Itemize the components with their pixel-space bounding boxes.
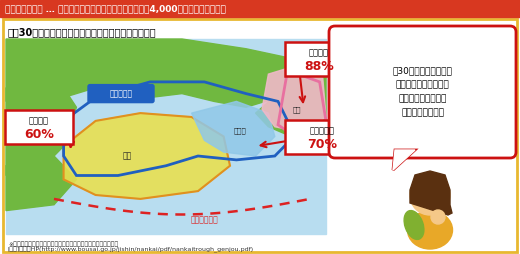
Text: 「30年以内に発生する
確率」と言われると、
随分先の話のような
気がするわ・・・: 「30年以内に発生する 確率」と言われると、 随分先の話のような 気がするわ・・… [393, 67, 452, 117]
Text: 今後30年以内に南海トラフで巨大地震が発生する確率: 今後30年以内に南海トラフで巨大地震が発生する確率 [8, 27, 157, 37]
Bar [0, 0, 520, 17]
Text: 60%: 60% [24, 128, 54, 141]
Bar [5, 110, 73, 144]
FancyBboxPatch shape [329, 26, 516, 158]
Polygon shape [256, 62, 326, 140]
Ellipse shape [408, 211, 452, 249]
Circle shape [410, 175, 450, 215]
Text: 南海トラフとは … 駿河湾から九州東方沖まで続く深さ約4,000メートル級の深い溝: 南海トラフとは … 駿河湾から九州東方沖まで続く深さ約4,000メートル級の深い… [5, 4, 226, 13]
Text: 70%: 70% [307, 138, 337, 151]
Polygon shape [63, 113, 230, 199]
Text: 東海地震: 東海地震 [309, 48, 329, 57]
Text: ※「発生する確率」であり、「被災する確率」ではありません。: ※「発生する確率」であり、「被災する確率」ではありません。 [8, 241, 118, 247]
Polygon shape [410, 171, 452, 215]
Bar [285, 42, 353, 76]
Text: 想定震源域: 想定震源域 [109, 89, 133, 98]
Text: 南海地震: 南海地震 [29, 116, 49, 125]
Polygon shape [6, 156, 76, 211]
Polygon shape [6, 88, 76, 176]
FancyBboxPatch shape [88, 85, 154, 103]
Text: 南海トラフ軸: 南海トラフ軸 [190, 216, 218, 225]
Polygon shape [262, 66, 326, 133]
Bar [6, 39, 326, 234]
Text: 東南海地震: 東南海地震 [310, 126, 335, 135]
Circle shape [431, 210, 445, 224]
Polygon shape [393, 150, 415, 170]
Text: 東海: 東海 [293, 106, 302, 113]
Bar [285, 120, 360, 154]
Text: 東南海: 東南海 [233, 127, 246, 134]
Polygon shape [191, 101, 275, 156]
Polygon shape [6, 39, 326, 107]
Text: 88%: 88% [304, 60, 334, 73]
Ellipse shape [404, 211, 424, 240]
Text: [出典]内閣府HP(http://www.bousai.go.jp/jishin/nankai/pdf/nankaitrough_genjou.pdf): [出典]内閣府HP(http://www.bousai.go.jp/jishin… [8, 247, 254, 253]
Text: 南海: 南海 [123, 151, 132, 161]
